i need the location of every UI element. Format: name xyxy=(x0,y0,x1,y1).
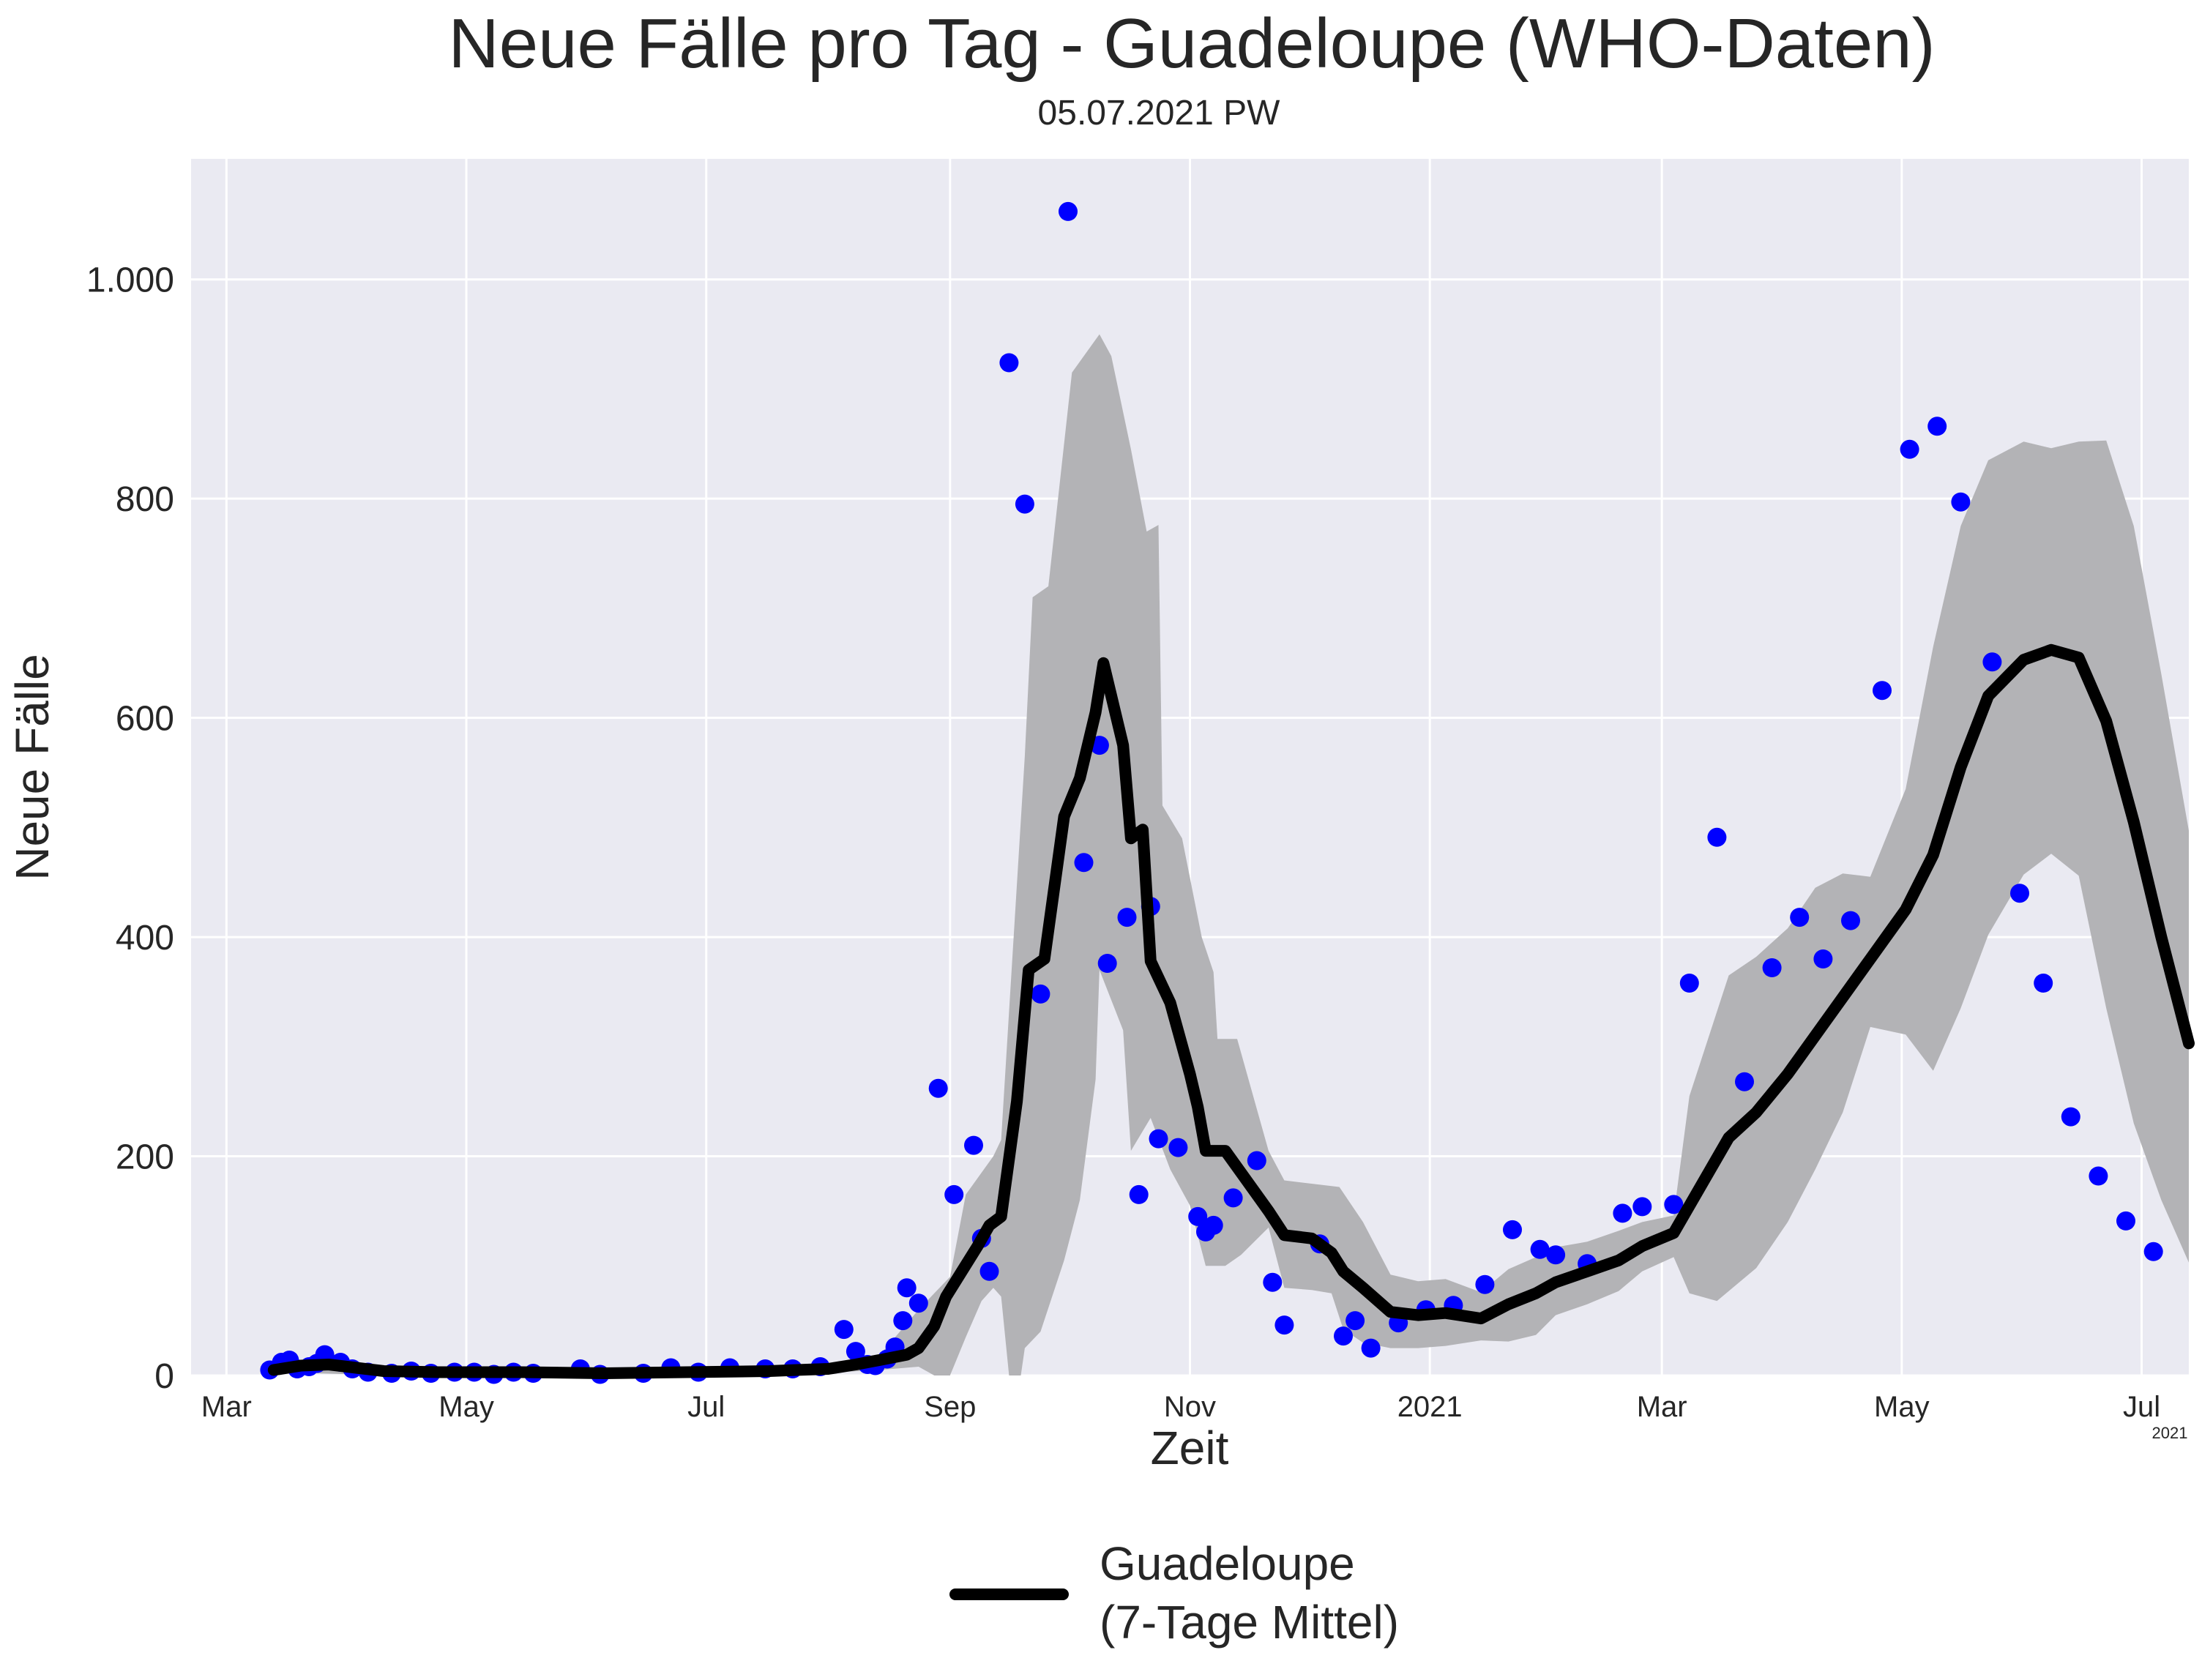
x-tick-labels: Mar May Jul Sep Nov 2021 Mar May Jul xyxy=(201,1391,2160,1423)
daily-point-90 xyxy=(2089,1166,2108,1186)
daily-point-34 xyxy=(897,1278,917,1298)
daily-point-70 xyxy=(1546,1245,1566,1265)
daily-point-68 xyxy=(1503,1220,1522,1239)
daily-point-73 xyxy=(1632,1197,1652,1217)
x-tick-label-8: Jul xyxy=(2123,1391,2160,1423)
legend-label-line-1: (7-Tage Mittel) xyxy=(1100,1596,1399,1649)
daily-point-75 xyxy=(1679,974,1699,993)
x-tick-label-1: May xyxy=(438,1391,494,1423)
chart-subtitle: 05.07.2021 PW xyxy=(1038,94,1281,132)
daily-point-69 xyxy=(1530,1239,1550,1259)
average-line xyxy=(267,643,2195,1379)
daily-point-27 xyxy=(834,1320,854,1340)
daily-point-61 xyxy=(1334,1326,1353,1346)
x-tick-label-5: 2021 xyxy=(1397,1391,1463,1423)
y-tick-labels: 0 200 400 600 800 1.000 xyxy=(86,261,174,1396)
daily-point-47 xyxy=(1097,954,1117,973)
daily-point-78 xyxy=(1762,958,1782,977)
daily-point-80 xyxy=(1813,949,1833,968)
confidence-band xyxy=(273,334,2189,1376)
daily-point-63 xyxy=(1361,1338,1381,1358)
legend: Guadeloupe (7-Tage Mittel) xyxy=(949,1537,1399,1649)
daily-point-51 xyxy=(1149,1129,1168,1149)
daily-point-81 xyxy=(1841,911,1860,930)
daily-point-43 xyxy=(1031,984,1050,1004)
daily-point-55 xyxy=(1203,1215,1223,1235)
daily-point-59 xyxy=(1274,1315,1294,1335)
daily-point-83 xyxy=(1900,439,1919,459)
x-axis-offset-label: 2021 xyxy=(2152,1424,2188,1442)
daily-point-84 xyxy=(1927,417,1947,436)
daily-point-35 xyxy=(908,1293,928,1313)
daily-point-53 xyxy=(1188,1206,1208,1226)
daily-point-44 xyxy=(1059,201,1078,221)
y-tick-label-1: 200 xyxy=(116,1138,174,1177)
daily-point-62 xyxy=(1346,1311,1365,1331)
y-tick-label-2: 400 xyxy=(116,919,174,957)
daily-point-36 xyxy=(928,1078,948,1098)
daily-point-74 xyxy=(1664,1195,1684,1214)
daily-point-57 xyxy=(1247,1151,1266,1171)
daily-point-48 xyxy=(1117,908,1137,927)
band-area xyxy=(273,334,2189,1376)
y-tick-label-4: 800 xyxy=(116,480,174,519)
daily-point-87 xyxy=(2010,884,2029,903)
daily-point-28 xyxy=(846,1342,865,1362)
chart-title: Neue Fälle pro Tag - Guadeloupe (WHO-Dat… xyxy=(448,4,1935,83)
daily-point-85 xyxy=(1951,492,1971,512)
x-tick-label-2: Jul xyxy=(687,1391,725,1423)
daily-point-82 xyxy=(1873,681,1892,701)
x-tick-label-3: Sep xyxy=(924,1391,976,1423)
x-axis-label: Zeit xyxy=(1151,1422,1229,1474)
daily-point-37 xyxy=(944,1184,964,1204)
daily-point-40 xyxy=(979,1261,999,1281)
daily-point-58 xyxy=(1263,1272,1283,1292)
legend-label-line-0: Guadeloupe xyxy=(1100,1537,1355,1590)
daily-point-45 xyxy=(1074,853,1094,873)
y-tick-label-0: 0 xyxy=(154,1357,174,1396)
daily-point-92 xyxy=(2143,1242,2163,1261)
y-tick-label-5: 1.000 xyxy=(86,261,174,300)
daily-point-91 xyxy=(2116,1211,2135,1231)
daily-point-76 xyxy=(1707,827,1727,847)
daily-point-41 xyxy=(999,353,1019,373)
x-tick-label-6: Mar xyxy=(1637,1391,1687,1423)
y-tick-label-3: 600 xyxy=(116,700,174,739)
daily-point-77 xyxy=(1735,1072,1754,1091)
legend-label: Guadeloupe (7-Tage Mittel) xyxy=(1100,1537,1399,1649)
daily-point-79 xyxy=(1790,908,1810,927)
daily-point-72 xyxy=(1613,1203,1632,1223)
daily-point-33 xyxy=(893,1311,913,1331)
daily-point-89 xyxy=(2061,1107,2080,1127)
daily-point-42 xyxy=(1015,494,1034,514)
x-tick-label-7: May xyxy=(1874,1391,1930,1423)
daily-point-52 xyxy=(1168,1138,1188,1157)
y-axis-label: Neue Fälle xyxy=(6,654,59,881)
x-tick-label-4: Nov xyxy=(1164,1391,1216,1423)
daily-point-67 xyxy=(1475,1274,1495,1294)
average-line-path xyxy=(267,643,2195,1379)
daily-point-49 xyxy=(1129,1184,1149,1204)
daily-point-88 xyxy=(2034,974,2053,993)
daily-point-38 xyxy=(964,1135,983,1155)
daily-point-56 xyxy=(1223,1188,1243,1208)
x-tick-label-0: Mar xyxy=(201,1391,252,1423)
daily-point-86 xyxy=(1982,652,2002,672)
